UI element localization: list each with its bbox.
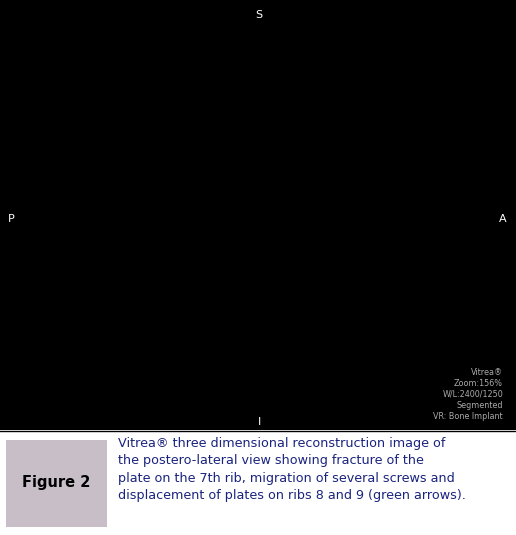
Text: S: S [255,10,263,20]
Text: A: A [499,214,507,224]
Text: I: I [257,417,261,427]
Text: Vitrea® three dimensional reconstruction image of
the postero-lateral view showi: Vitrea® three dimensional reconstruction… [118,437,465,502]
Text: Figure 2: Figure 2 [22,475,90,490]
Text: P: P [8,214,15,224]
FancyBboxPatch shape [6,440,107,526]
Text: Vitrea®
Zoom:156%
W/L:2400/1250
Segmented
VR: Bone Implant: Vitrea® Zoom:156% W/L:2400/1250 Segmente… [433,368,503,421]
